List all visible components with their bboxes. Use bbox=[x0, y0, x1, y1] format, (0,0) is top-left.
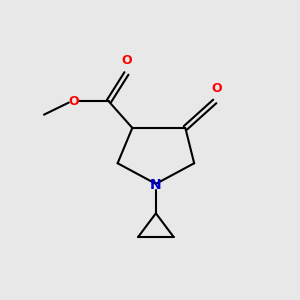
Text: O: O bbox=[68, 95, 79, 108]
Text: O: O bbox=[211, 82, 222, 95]
Text: O: O bbox=[122, 54, 132, 67]
Text: N: N bbox=[150, 178, 162, 192]
